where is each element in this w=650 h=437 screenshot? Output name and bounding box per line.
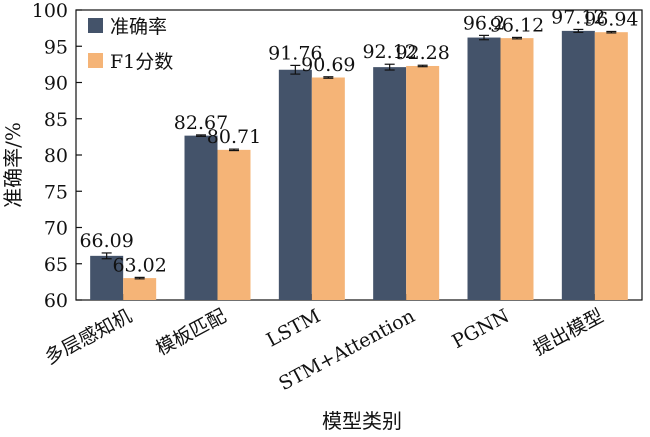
data-label: 92.28 — [395, 42, 449, 64]
bar-f1 — [594, 32, 628, 301]
data-label: 96.12 — [490, 14, 544, 36]
data-label: 80.71 — [207, 126, 261, 148]
x-category-label: LSTM — [263, 305, 324, 352]
y-tick-label: 65 — [44, 254, 68, 276]
data-label: 82.67 — [174, 112, 228, 134]
x-axis-title: 模型类别 — [322, 409, 402, 433]
x-category-label: PGNN — [448, 305, 512, 353]
data-label: 96.94 — [584, 8, 638, 30]
bar-accuracy — [90, 255, 124, 300]
y-tick-label: 60 — [44, 290, 68, 312]
bar-f1 — [217, 149, 251, 300]
y-tick-label: 85 — [44, 109, 68, 131]
bar-f1 — [311, 77, 345, 300]
bar-accuracy — [278, 69, 312, 301]
bar-accuracy — [467, 37, 501, 301]
x-category-label: 模板匹配 — [152, 305, 229, 360]
y-tick-label: 75 — [44, 181, 68, 203]
bar-f1 — [123, 278, 157, 300]
data-label: 92.12 — [362, 41, 416, 63]
bar-accuracy — [561, 30, 595, 300]
data-label: 91.76 — [268, 42, 322, 64]
legend-swatch — [88, 53, 103, 68]
legend-label: F1分数 — [110, 51, 173, 73]
y-axis-title: 准确率/% — [1, 122, 25, 208]
y-tick-label: 80 — [44, 145, 68, 167]
legend-swatch — [88, 18, 103, 33]
bar-f1 — [500, 38, 534, 300]
y-tick-label: 70 — [44, 218, 68, 240]
bar-accuracy — [373, 67, 407, 300]
x-category-label: 多层感知机 — [41, 305, 135, 369]
data-label: 66.09 — [79, 230, 133, 252]
data-label: 90.69 — [301, 54, 355, 76]
data-label: 63.02 — [112, 254, 166, 276]
data-label: 96.2 — [463, 12, 505, 34]
legend: 准确率 F1分数 — [88, 16, 173, 73]
y-tick-label: 100 — [32, 0, 68, 22]
y-tick-label: 90 — [44, 73, 68, 95]
x-category-label: 提出模型 — [530, 305, 607, 360]
legend-label: 准确率 — [110, 16, 167, 38]
y-tick-label: 95 — [44, 36, 68, 58]
bar-accuracy — [184, 135, 218, 300]
data-label: 97.12 — [551, 6, 605, 28]
bar-f1 — [406, 65, 440, 300]
